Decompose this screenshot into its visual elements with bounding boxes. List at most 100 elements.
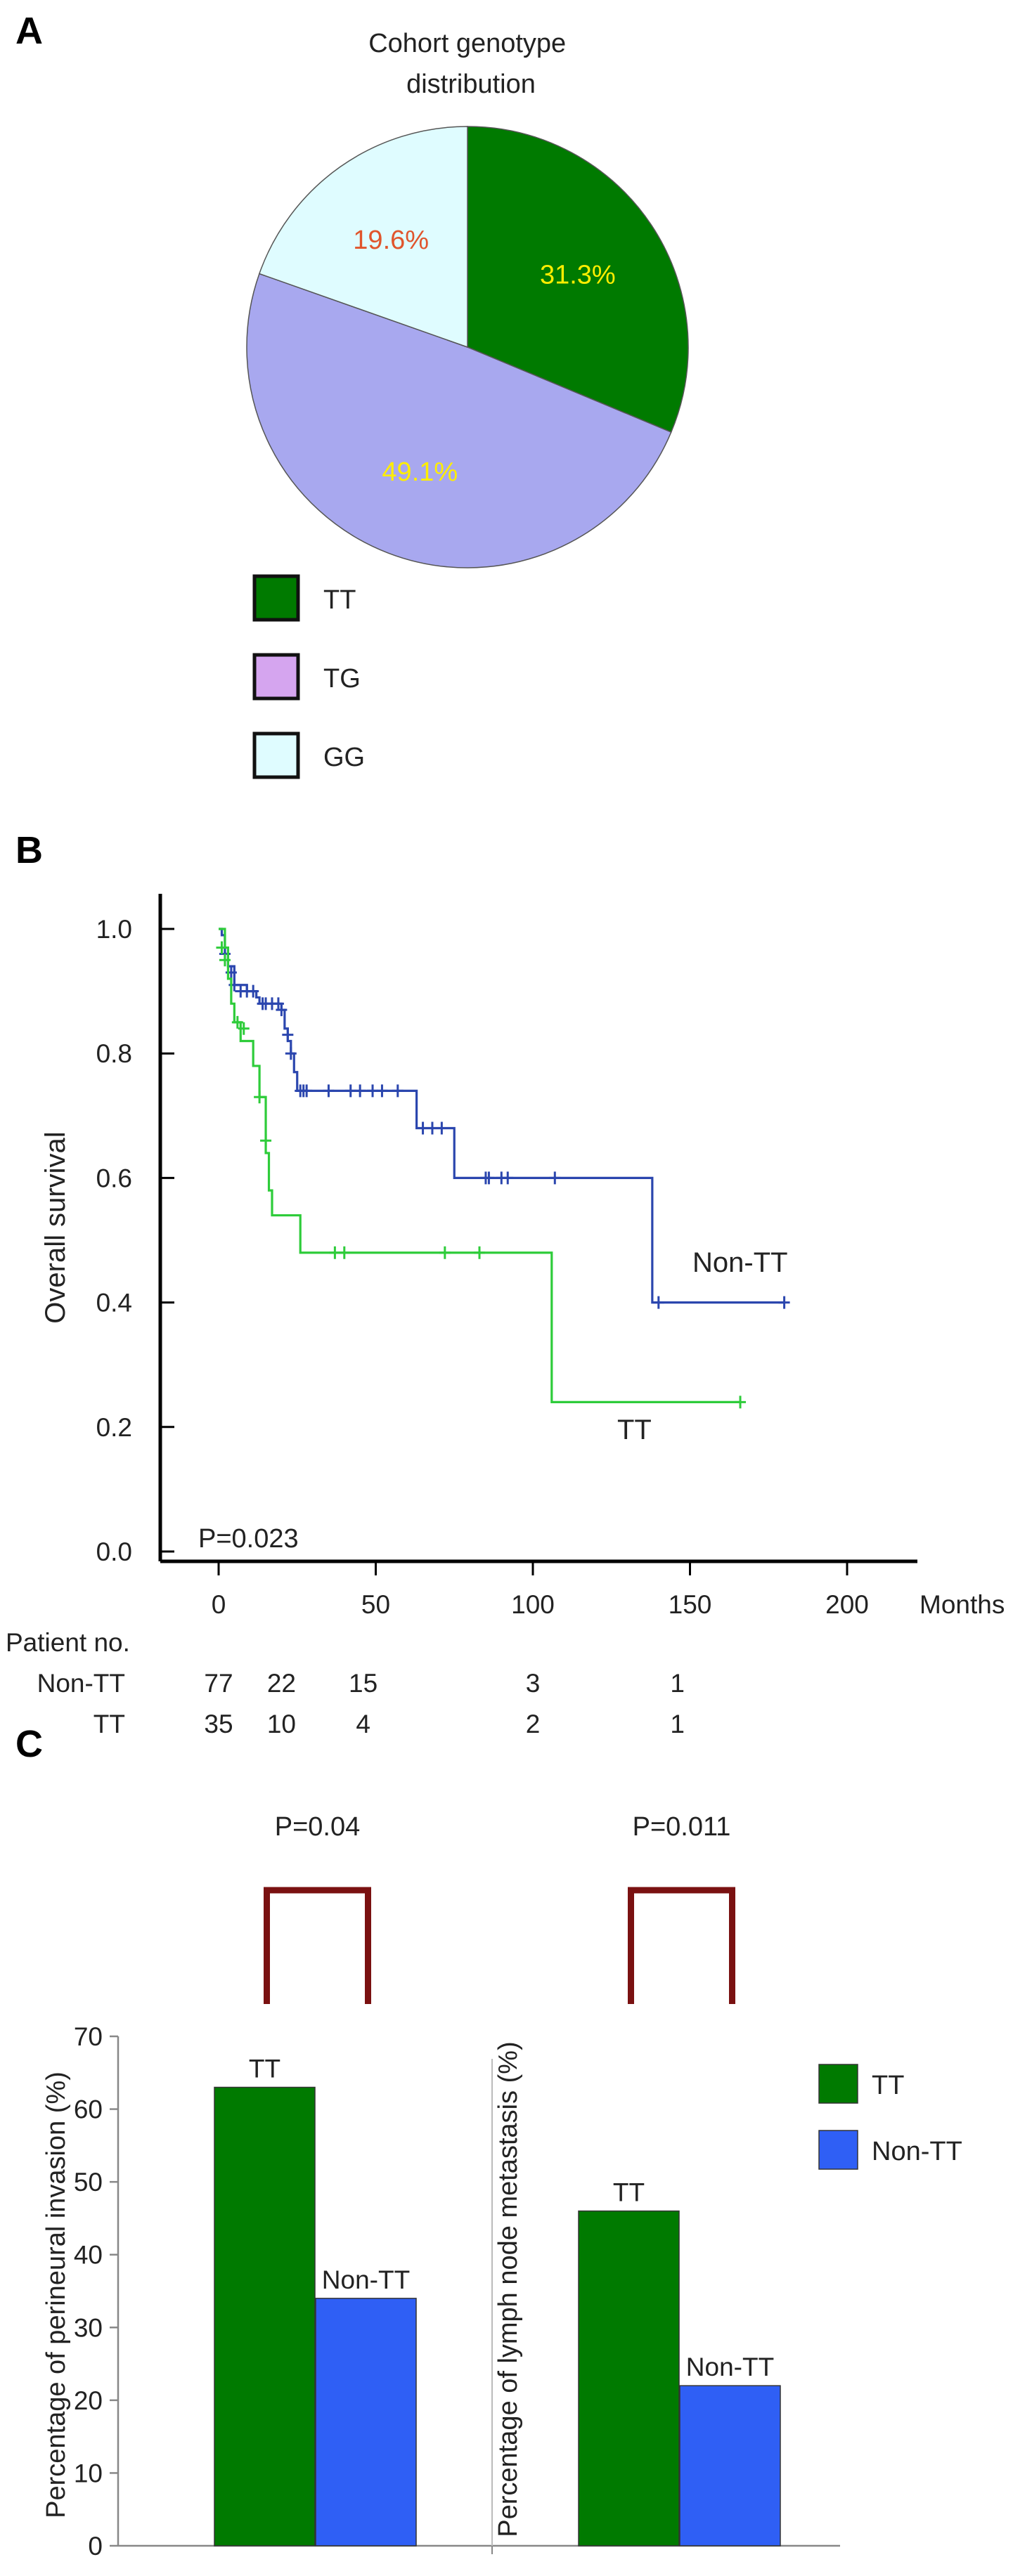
x-tick-label: 150 [669, 1590, 712, 1619]
censor-mark [338, 1246, 350, 1259]
pie-title: Cohort genotype distribution [368, 29, 574, 99]
y-tick-label: 0.8 [96, 1039, 132, 1068]
censor-mark [282, 1028, 294, 1041]
legend-swatch-gg [252, 731, 300, 779]
significance-bracket [264, 1887, 371, 2004]
bar-legend-label-tt: TT [872, 2071, 904, 2100]
series-label-non-tt: Non-TT [692, 1247, 788, 1278]
censor-mark [502, 1171, 514, 1185]
legend-label-tg: TG [323, 664, 361, 694]
x-tick-label: 100 [511, 1590, 555, 1619]
bar-y-tick-label: 30 [74, 2313, 103, 2342]
censor-mark [238, 1022, 250, 1035]
x-axis-label: Months [920, 1590, 1005, 1619]
risk-count: 1 [670, 1710, 685, 1738]
pie-slice-tg [246, 273, 672, 568]
risk-row-label: TT [93, 1710, 125, 1738]
bar-label-tt: TT [249, 2055, 280, 2083]
bar-y-label-2: Percentage of lymph node metastasis (%) [493, 2041, 523, 2537]
bar-legend-swatch-non-tt [818, 2130, 858, 2170]
pie-legend: TT TG GG [252, 574, 365, 779]
y-tick-label: 0.0 [96, 1537, 132, 1566]
censor-mark [285, 1047, 297, 1060]
censor-mark [301, 1084, 313, 1098]
bar-non-tt-2 [679, 2385, 781, 2546]
censor-mark [323, 1084, 335, 1098]
bar-p-value: P=0.011 [633, 1812, 731, 1842]
x-tick-label: 50 [361, 1590, 390, 1619]
bar-non-tt-1 [315, 2298, 417, 2546]
x-tick-label: 200 [825, 1590, 869, 1619]
censor-mark [219, 954, 231, 967]
censor-mark [216, 941, 228, 954]
bar-p-value: P=0.04 [275, 1812, 361, 1842]
bar-y-label-1: Percentage of perineural invasion (%) [41, 2071, 71, 2518]
pie-value-label-gg: 19.6% [353, 226, 429, 255]
bar-label-non-tt: Non-TT [322, 2265, 410, 2294]
censor-mark [417, 1121, 429, 1135]
bar-y-tick-label: 40 [74, 2241, 103, 2270]
bar-y-tick-label: 10 [74, 2459, 103, 2487]
panel-label-b: B [15, 829, 43, 871]
legend-swatch-tt [252, 574, 300, 622]
bar-legend-label-non-tt: Non-TT [872, 2137, 962, 2166]
censor-mark [344, 1084, 356, 1098]
bar-label-tt: TT [613, 2178, 645, 2207]
censor-mark [735, 1396, 747, 1409]
bar-y-tick-label: 0 [88, 2532, 103, 2561]
censor-mark [367, 1084, 379, 1098]
censor-mark [392, 1084, 404, 1098]
censor-mark [254, 1091, 266, 1104]
y-tick-label: 0.4 [96, 1289, 132, 1318]
risk-table-header: Patient no. [6, 1628, 130, 1657]
risk-count: 3 [526, 1669, 541, 1698]
bar-y-tick-label: 70 [74, 2022, 103, 2051]
censor-mark [426, 1121, 438, 1135]
legend-label-gg: GG [323, 743, 365, 772]
risk-count: 77 [204, 1669, 233, 1698]
pie-slice-gg [258, 126, 468, 349]
y-axis-label: Overall survival [40, 1131, 71, 1323]
bar-tt-1 [214, 2086, 316, 2546]
risk-count: 10 [267, 1710, 296, 1738]
bar-tt-2 [578, 2210, 680, 2546]
y-tick-label: 0.2 [96, 1413, 132, 1442]
legend-swatch-tg [252, 653, 300, 701]
legend-label-tt: TT [323, 585, 356, 615]
p-value: P=0.023 [198, 1524, 299, 1554]
censor-mark [260, 1134, 272, 1147]
censor-mark [652, 1296, 664, 1309]
survival-line-tt [219, 928, 741, 1403]
censor-mark [231, 1015, 243, 1029]
pie-value-label-tg: 49.1% [382, 457, 458, 487]
risk-row-label: Non-TT [37, 1669, 125, 1698]
bar-y-tick-label: 50 [74, 2168, 103, 2197]
survival-line-non-tt [219, 928, 785, 1304]
pie-slice-tt [467, 126, 689, 434]
censor-mark [474, 1246, 486, 1259]
pie-chart: 31.3% 49.1% 19.6% [246, 126, 689, 568]
risk-count: 15 [349, 1669, 378, 1698]
bar-legend-swatch-tt [818, 2064, 858, 2104]
censor-mark [247, 984, 259, 998]
censor-mark [354, 1084, 366, 1098]
risk-count: 1 [670, 1669, 685, 1698]
censor-mark [549, 1171, 561, 1185]
risk-count: 22 [267, 1669, 296, 1698]
panel-label-c: C [15, 1723, 43, 1765]
bar-label-non-tt: Non-TT [686, 2353, 774, 2381]
survival-chart: 0.0 0.2 0.4 0.6 0.8 1.0 0 50 100 150 200 Months Over… [6, 894, 1005, 1738]
censor-mark [276, 1003, 288, 1017]
series-label-tt: TT [617, 1414, 652, 1445]
censor-mark [483, 1171, 495, 1185]
risk-count: 2 [526, 1710, 541, 1738]
bar-y-tick-label: 60 [74, 2095, 103, 2124]
y-tick-label: 0.6 [96, 1164, 132, 1192]
censor-mark [436, 1121, 448, 1135]
panel-label-a: A [15, 10, 43, 52]
censor-mark [778, 1296, 790, 1309]
risk-count: 35 [204, 1710, 233, 1738]
pie-value-label-tt: 31.3% [540, 261, 616, 290]
